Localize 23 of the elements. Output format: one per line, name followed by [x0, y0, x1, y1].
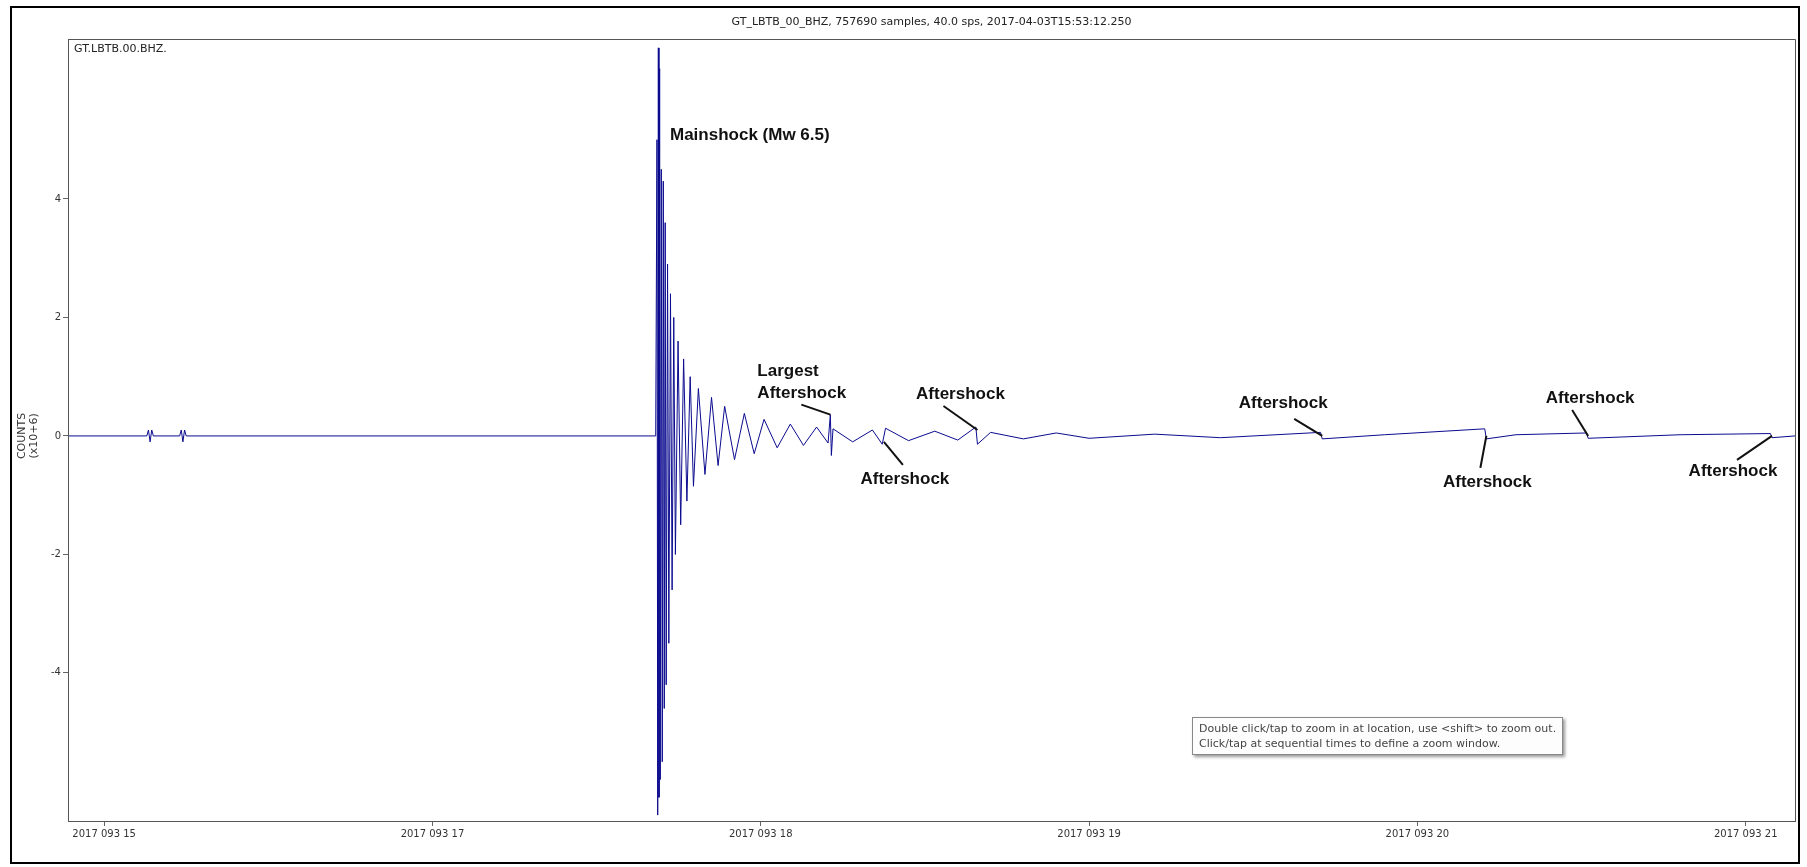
annotation: Aftershock — [1238, 392, 1329, 412]
y-tick-label: 0 — [54, 429, 61, 441]
annotation: Aftershock — [1688, 460, 1778, 480]
tooltip: Double click/tap to zoom in at location, use <shift> to zoom out. Click/tap at sequential times to define a zoom window. — [1192, 717, 1564, 755]
x-tick-label: 2017 093 18 — [728, 827, 793, 839]
x-tick-label: 2017 093 21 — [1713, 827, 1778, 839]
annotation: Mainshock (Mw 6.5) — [670, 124, 830, 144]
annotation: Aftershock — [1442, 471, 1533, 491]
chart-title: GT_LBTB_00_BHZ, 757690 samples, 40.0 sps, 2017-04-03T15:53:12.250 — [731, 14, 1132, 28]
x-tick-label: 2017 093 15 — [72, 827, 136, 839]
annotation: Largest Aftershock — [757, 361, 847, 403]
annotation: Aftershock — [916, 383, 1006, 403]
y-axis-title: COUNTS (x10+6) — [14, 412, 40, 460]
x-tick-label: 2017 093 20 — [1385, 827, 1450, 839]
x-tick-label: 2017 093 17 — [400, 827, 465, 839]
y-tick-label: 4 — [54, 192, 61, 204]
y-tick-label: -4 — [51, 666, 61, 678]
x-tick-label: 2017 093 19 — [1057, 827, 1121, 839]
annotation: Aftershock — [860, 468, 950, 488]
annotation: Aftershock — [1545, 387, 1636, 407]
annotation: GT.LBTB.00.BHZ. — [74, 41, 167, 55]
y-tick-label: -2 — [51, 548, 61, 559]
y-tick-label: 2 — [54, 311, 61, 323]
